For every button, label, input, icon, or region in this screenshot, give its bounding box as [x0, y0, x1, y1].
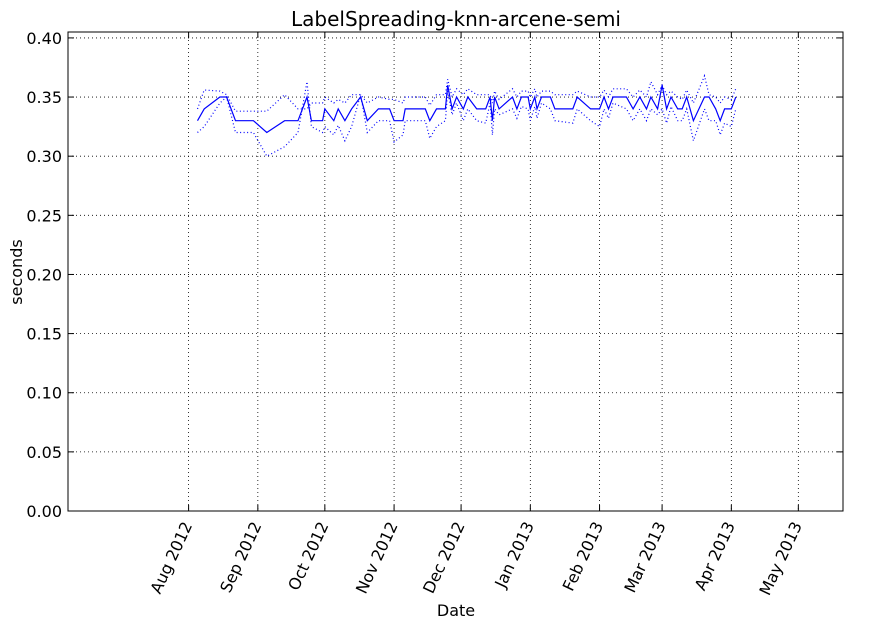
- y-tick-label: 0.40: [26, 29, 62, 48]
- x-tick-label: Sep 2012: [216, 519, 265, 596]
- y-tick-label: 0.25: [26, 206, 62, 225]
- x-tick-label: Nov 2012: [352, 519, 402, 597]
- y-tick-label: 0.20: [26, 265, 62, 284]
- y-axis-title: seconds: [7, 239, 26, 304]
- x-tick-label: May 2013: [755, 519, 806, 599]
- x-tick-label: Apr 2013: [691, 519, 739, 594]
- x-tick-label: Mar 2013: [620, 519, 669, 596]
- x-tick-label: Oct 2012: [284, 519, 332, 594]
- x-tick-label: Dec 2012: [419, 519, 469, 597]
- chart-title: LabelSpreading-knn-arcene-semi: [291, 7, 621, 31]
- y-tick-label: 0.05: [26, 443, 62, 462]
- series-line-solid: [196, 85, 737, 134]
- plot-area-frame: [67, 31, 844, 512]
- x-tick-label: Aug 2012: [146, 519, 196, 597]
- x-axis-title: Date: [437, 601, 475, 620]
- series-line-dotted-1: [197, 81, 737, 158]
- y-tick-label: 0.15: [26, 325, 62, 344]
- x-tick-labels: Aug 2012 Sep 2012 Oct 2012 Nov 2012 Dec 2012…: [146, 519, 806, 599]
- y-tick-label: 0.10: [26, 384, 62, 403]
- y-tick-label: 0.30: [26, 147, 62, 166]
- y-tick-labels: 0.00 0.05 0.10 0.15 0.20 0.25 0.30 0.35 0.40: [26, 29, 62, 521]
- y-tick-label: 0.35: [26, 88, 62, 107]
- grid-lines: [68, 32, 843, 512]
- series-lines: [196, 73, 737, 158]
- y-tick-label: 0.00: [26, 502, 62, 521]
- x-tick-label: Feb 2013: [559, 519, 608, 594]
- x-tick-label: Jan 2013: [491, 519, 538, 592]
- series-line-dotted-2: [196, 73, 737, 112]
- axis-ticks: [68, 32, 843, 512]
